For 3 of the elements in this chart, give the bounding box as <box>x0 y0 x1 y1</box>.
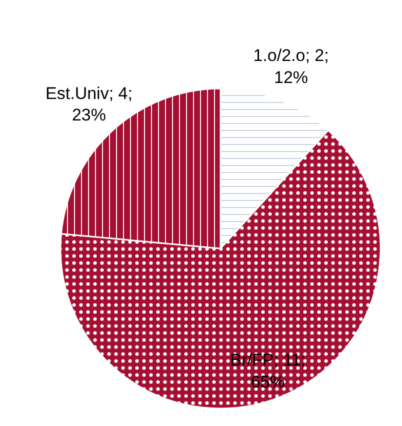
slice-label: Est.Univ; 4; 23% <box>46 84 132 125</box>
slice-label: 1.o/2.o; 2; 12% <box>253 46 329 87</box>
slice-label: Br/FP; 11; 65% <box>230 350 306 392</box>
